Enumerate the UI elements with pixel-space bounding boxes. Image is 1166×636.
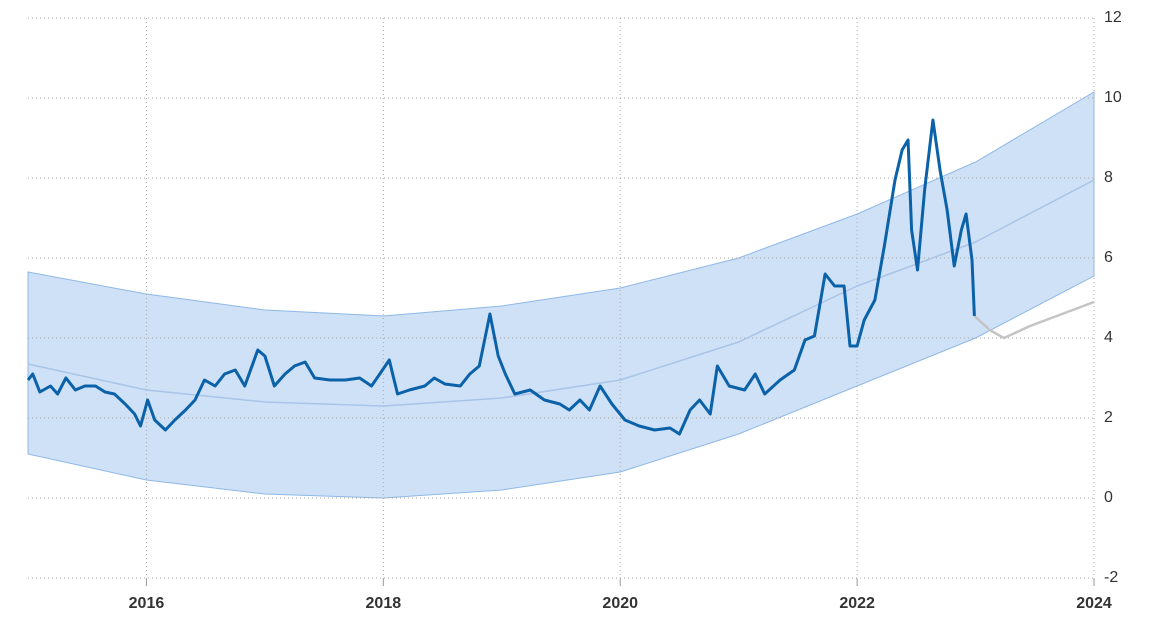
y-tick-label: 2 [1104,409,1113,426]
x-tick-label: 2022 [839,595,875,612]
y-tick-label: 4 [1104,329,1113,346]
x-tick-label: 2018 [366,595,402,612]
band [27,91,1095,499]
y-tick-label: 12 [1104,9,1122,26]
x-tick-label: 2016 [129,595,165,612]
x-tick-label: 2024 [1076,595,1112,612]
y-tick-label: 0 [1104,489,1113,506]
line [973,300,1095,340]
y-tick-label: -2 [1104,569,1118,586]
y-tick-label: 10 [1104,89,1122,106]
x-tick-label: 2020 [602,595,638,612]
y-tick-label: 6 [1104,249,1113,266]
y-tick-label: 8 [1104,169,1113,186]
line [26,118,976,436]
